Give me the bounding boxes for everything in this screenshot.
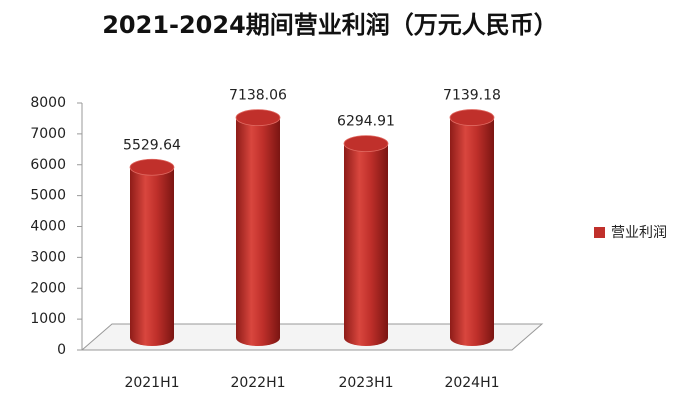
y-tick-label: 0 [57,342,66,358]
bar-top [129,158,175,176]
bar [130,167,174,346]
y-tick-label: 3000 [30,249,66,265]
bar-top [235,109,281,127]
chart-title: 2021-2024期间营业利润（万元人民币） [102,11,558,39]
floor [80,323,544,351]
value-label: 7138.06 [229,88,287,104]
value-label: 7139.18 [443,88,501,104]
legend-label: 营业利润 [611,225,667,241]
y-tick-label: 8000 [30,95,66,111]
x-tick-label: 2023H1 [338,375,393,391]
y-tick-label: 5000 [30,188,66,204]
bar [344,143,388,346]
x-tick-label: 2021H1 [124,375,179,391]
y-tick-label: 2000 [30,280,66,296]
y-tick-label: 4000 [30,219,66,235]
x-tick-label: 2024H1 [444,375,499,391]
bar-top [449,109,495,126]
y-tick-label: 1000 [30,311,66,327]
x-tick-label: 2022H1 [230,375,285,391]
bar [450,117,494,346]
value-label: 6294.91 [337,114,395,130]
bar-top [343,135,389,153]
y-tick-label: 6000 [30,157,66,173]
bar [236,117,280,346]
value-label: 5529.64 [123,137,181,153]
y-tick-label: 7000 [30,126,66,142]
legend-swatch [594,227,605,238]
